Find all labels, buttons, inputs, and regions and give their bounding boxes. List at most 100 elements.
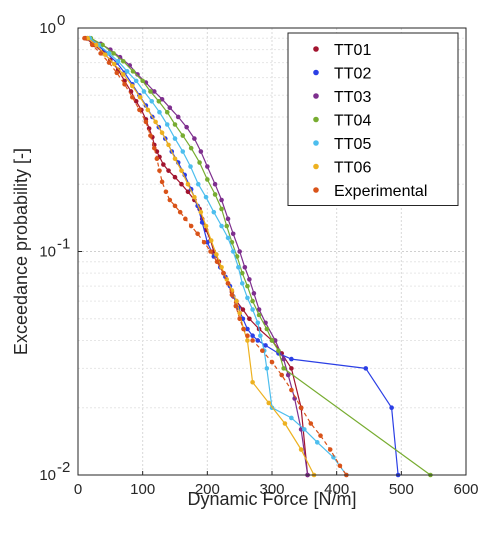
y-tick-label: 10 (39, 244, 56, 261)
data-point (93, 42, 99, 48)
data-point (188, 164, 193, 169)
data-point (175, 114, 181, 120)
legend-marker (313, 187, 319, 193)
data-point (298, 447, 304, 452)
data-point (135, 72, 140, 77)
legend-label: TT04 (334, 113, 371, 130)
data-point (184, 124, 189, 130)
data-point (298, 405, 304, 411)
data-point (188, 223, 194, 229)
series-Experimental (82, 35, 349, 478)
data-point (389, 405, 394, 411)
data-point (314, 440, 320, 445)
data-point (172, 136, 178, 141)
data-point (167, 105, 173, 110)
data-point (255, 320, 261, 326)
data-point (264, 326, 270, 332)
data-point (230, 231, 236, 237)
legend-marker (313, 140, 319, 146)
data-point (250, 338, 255, 343)
data-point (219, 206, 224, 212)
data-point (245, 326, 250, 332)
data-point (122, 81, 127, 87)
data-point (114, 70, 120, 76)
data-point (177, 209, 183, 215)
legend-marker (313, 116, 319, 123)
data-point (140, 78, 145, 84)
data-point (106, 60, 112, 65)
data-point (258, 333, 263, 339)
data-point (179, 168, 184, 173)
data-point (152, 145, 157, 151)
data-point (247, 277, 252, 282)
data-point (229, 239, 235, 245)
legend-label: Experimental (334, 183, 427, 200)
data-point (237, 316, 242, 322)
legend-marker (313, 93, 319, 99)
data-point (279, 372, 285, 378)
data-point (281, 356, 286, 362)
data-point (159, 179, 165, 185)
y-tick-exponent: -1 (57, 236, 70, 253)
data-point (230, 249, 236, 254)
data-point (212, 192, 218, 197)
data-point (256, 312, 262, 318)
data-point (363, 366, 369, 371)
data-point (120, 58, 126, 64)
data-point (219, 197, 224, 203)
data-point (337, 463, 343, 469)
data-point (219, 223, 224, 229)
data-point (256, 307, 262, 312)
data-point (208, 238, 214, 243)
data-point (263, 343, 268, 348)
data-point (205, 164, 210, 169)
data-point (164, 109, 170, 115)
data-point (161, 162, 166, 167)
data-point (192, 136, 197, 141)
data-point (281, 366, 286, 371)
data-point (153, 119, 158, 125)
data-point (260, 348, 265, 353)
data-point (115, 58, 121, 64)
data-point (89, 42, 95, 48)
data-point (180, 149, 186, 154)
data-point (289, 387, 294, 393)
data-point (172, 122, 178, 127)
data-point (183, 216, 188, 222)
data-point (251, 291, 257, 296)
series-line (90, 37, 431, 476)
data-point (111, 51, 116, 56)
data-point (229, 292, 235, 298)
data-point (179, 181, 184, 187)
data-point (159, 130, 165, 136)
data-point (233, 303, 239, 309)
data-point (98, 51, 103, 56)
data-point (198, 149, 204, 154)
data-point (185, 189, 191, 195)
data-point (234, 298, 239, 304)
data-point (164, 122, 170, 127)
data-point (143, 119, 149, 125)
data-point (106, 51, 112, 56)
data-point (145, 107, 151, 113)
data-point (172, 203, 178, 209)
y-tick-label: 10 (39, 20, 56, 37)
data-point (197, 160, 202, 165)
data-point (192, 194, 197, 200)
legend-marker (313, 163, 319, 170)
data-point (236, 264, 241, 270)
data-point (269, 359, 275, 365)
data-point (211, 209, 217, 215)
data-point (219, 264, 224, 270)
data-point (130, 69, 136, 74)
data-point (245, 283, 250, 289)
data-point (149, 98, 155, 104)
series-line (84, 37, 347, 476)
data-point (198, 209, 204, 215)
data-point (239, 281, 245, 286)
data-point (327, 447, 333, 452)
data-point (180, 133, 186, 138)
y-tick-exponent: -2 (57, 459, 70, 476)
